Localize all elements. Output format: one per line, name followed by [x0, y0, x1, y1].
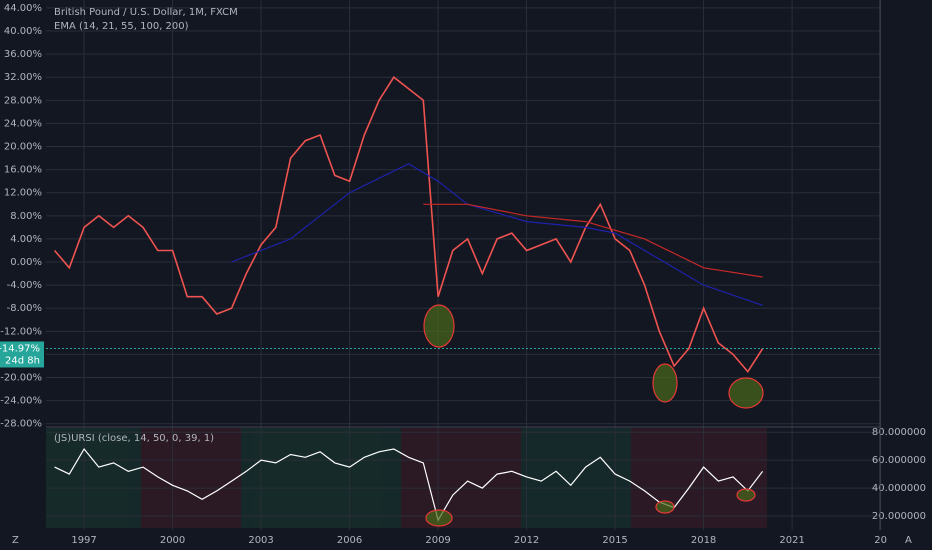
- y-tick-label: 20.000000: [872, 511, 926, 522]
- y-tick-label: 28.00%: [4, 95, 42, 106]
- y-tick-label: 8.00%: [10, 211, 42, 222]
- annotations: [423, 304, 764, 527]
- indicator-label: (JS)URSI (close, 14, 50, 0, 39, 1): [54, 433, 214, 444]
- series-line: [53, 76, 764, 374]
- band: [141, 428, 241, 528]
- y-tick-label: -24.00%: [0, 396, 42, 407]
- y-tick-label: 16.00%: [4, 165, 42, 176]
- y-tick-label: 4.00%: [10, 234, 42, 245]
- x-tick-label: 2018: [691, 535, 716, 546]
- y-tick-label: 12.00%: [4, 188, 42, 199]
- y-tick-label: 0.00%: [10, 257, 42, 268]
- y-tick-label: 36.00%: [4, 49, 42, 60]
- last-price-label: -14.97%: [0, 343, 40, 354]
- x-tick-label: 2003: [248, 535, 273, 546]
- y-tick-label: -12.00%: [0, 326, 42, 337]
- y-tick-label: 24.00%: [4, 118, 42, 129]
- y-tick-label: -28.00%: [0, 419, 42, 430]
- last-price-box: [0, 341, 44, 368]
- y-tick-label: -20.00%: [0, 373, 42, 384]
- highlight-ellipse: [425, 509, 453, 527]
- x-tick-label: 2006: [337, 535, 362, 546]
- x-tick-label: 20: [874, 535, 887, 546]
- y-tick-label: 40.00%: [4, 26, 42, 37]
- y-tick-label: 20.00%: [4, 142, 42, 153]
- series-line: [423, 203, 763, 278]
- y-tick-label: 40.000000: [872, 483, 926, 494]
- x-tick-label: 2009: [425, 535, 450, 546]
- y-tick-label: 60.000000: [872, 455, 926, 466]
- highlight-ellipse: [728, 377, 764, 409]
- y-tick-label: 80.000000: [872, 427, 926, 438]
- y-tick-label: -4.00%: [7, 280, 42, 291]
- x-tick-label: 2000: [160, 535, 185, 546]
- y-tick-label: 44.00%: [4, 3, 42, 14]
- x-tick-label: 2015: [602, 535, 627, 546]
- band: [631, 428, 767, 528]
- x-tick-label: 2021: [779, 535, 804, 546]
- band: [46, 428, 141, 528]
- band: [241, 428, 401, 528]
- x-tick-label: 2012: [514, 535, 539, 546]
- highlight-ellipse: [423, 304, 455, 348]
- x-tick-label: 1997: [71, 535, 96, 546]
- y-tick-label: -8.00%: [7, 303, 42, 314]
- series-line: [231, 163, 763, 306]
- series-line: [54, 447, 764, 522]
- countdown-label: 24d 8h: [5, 355, 40, 366]
- highlight-ellipse: [652, 363, 678, 403]
- chart-title: British Pound / U.S. Dollar, 1M, FXCM: [54, 7, 238, 18]
- auto-scale-button[interactable]: A: [905, 535, 912, 546]
- indicator-label: EMA (14, 21, 55, 100, 200): [54, 21, 189, 32]
- y-tick-label: 32.00%: [4, 72, 42, 83]
- timezone-icon[interactable]: Z: [12, 535, 19, 546]
- band: [401, 428, 521, 528]
- highlight-ellipse: [736, 488, 756, 502]
- highlight-ellipse: [655, 500, 675, 514]
